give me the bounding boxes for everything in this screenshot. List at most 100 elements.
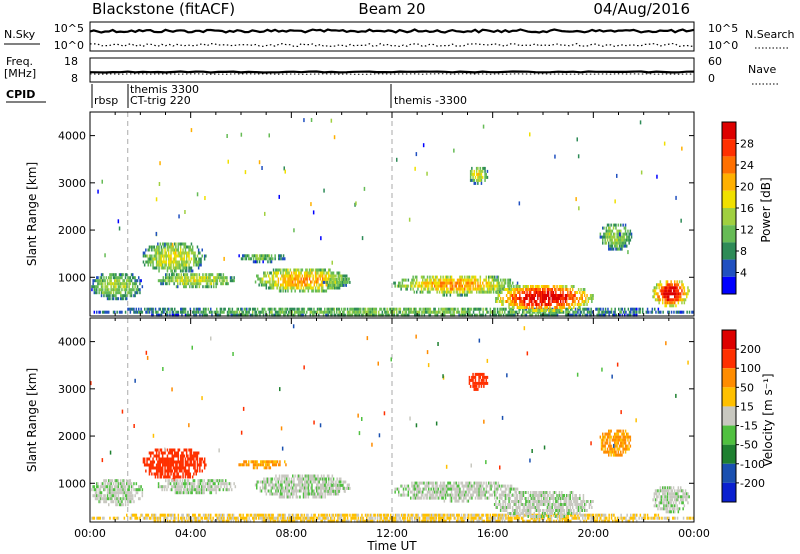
echo-cell — [339, 313, 342, 317]
echo-cell — [157, 313, 159, 317]
echo-cell — [282, 310, 284, 314]
echo-cell — [534, 303, 537, 306]
echo-cell — [302, 286, 305, 290]
echo-cell — [621, 238, 623, 242]
echo-cell — [148, 307, 151, 311]
echo-cell — [128, 291, 130, 295]
echo-cell — [134, 276, 136, 280]
echo-cell — [135, 310, 138, 314]
echo-cell — [152, 516, 154, 520]
echo-cell — [164, 245, 166, 249]
echo-cell — [338, 271, 341, 275]
echo-cell — [295, 310, 297, 314]
echo-cell — [361, 516, 363, 520]
echo-cell — [446, 284, 448, 288]
echo-cell — [633, 310, 636, 314]
echo-cell — [93, 310, 96, 314]
echo-cell — [399, 281, 401, 285]
echo-cell — [581, 297, 583, 300]
echo-cell — [280, 289, 282, 293]
echo-cell — [682, 298, 684, 302]
echo-cell — [580, 288, 582, 291]
echo-cell — [567, 288, 569, 291]
echo-cell — [124, 285, 127, 289]
echo-cell — [518, 513, 520, 517]
echo-cell — [472, 287, 474, 291]
echo-cell — [331, 313, 333, 317]
echo-cell — [437, 287, 440, 291]
echo-cell — [508, 291, 510, 294]
echo-cell — [615, 313, 618, 317]
echo-cell — [196, 519, 199, 523]
echo-cell — [174, 479, 177, 483]
echo-cell — [164, 460, 166, 464]
echo-cell — [296, 286, 299, 290]
echo-cell — [228, 519, 230, 523]
echo-cell — [509, 291, 511, 294]
echo-cell — [283, 513, 285, 517]
echo-cell — [146, 513, 148, 517]
echo-cell — [158, 260, 160, 264]
echo-cell — [493, 310, 495, 314]
echo-cell — [171, 463, 173, 467]
echo-cell — [290, 307, 292, 311]
echo-cell — [96, 276, 98, 280]
echo-cell — [222, 310, 224, 314]
echo-cell — [582, 313, 584, 317]
echo-cell — [149, 451, 152, 455]
echo-cell — [165, 457, 167, 461]
echo-cell — [602, 226, 604, 230]
echo-cell — [130, 279, 133, 283]
echo-cell — [599, 232, 602, 236]
echo-cell — [118, 282, 121, 286]
echo-cell — [204, 279, 207, 283]
echo-cell — [130, 516, 133, 520]
echo-cell — [202, 513, 205, 517]
echo-cell — [293, 277, 295, 281]
echo-cell — [592, 297, 594, 300]
echo-cell — [473, 181, 475, 185]
echo-cell — [177, 479, 179, 483]
echo-cell — [166, 488, 168, 492]
echo-cell — [216, 519, 218, 523]
echo-cell — [172, 273, 174, 277]
echo-cell — [92, 279, 94, 283]
echo-cell — [337, 280, 339, 284]
echo-cell — [202, 273, 204, 277]
echo-cell — [411, 278, 413, 282]
echo-cell — [576, 310, 578, 314]
echo-cell — [218, 516, 220, 520]
echo-cell — [487, 513, 489, 517]
echo-cell — [424, 281, 426, 285]
echo-cell — [184, 279, 186, 283]
echo-cell — [638, 516, 640, 520]
echo-cell — [674, 280, 676, 284]
echo-cell — [160, 251, 163, 255]
echo-cell — [109, 485, 111, 489]
echo-cell — [370, 516, 373, 520]
echo-cell — [321, 519, 324, 523]
echo-cell — [590, 513, 592, 517]
echo-cell — [463, 307, 465, 311]
echo-cell — [522, 303, 525, 306]
echo-cell — [175, 248, 177, 252]
echo-cell — [591, 294, 593, 297]
echo-cell — [122, 279, 124, 283]
echo-cell — [557, 309, 559, 312]
echo-cell — [117, 482, 120, 486]
echo-cell — [118, 273, 121, 277]
echo-cell — [104, 285, 106, 289]
echo-cell — [94, 497, 97, 501]
echo-cell — [572, 310, 574, 314]
echo-cell — [332, 286, 335, 290]
echo-cell — [450, 287, 453, 291]
echo-cell — [437, 278, 440, 282]
echo-cell — [160, 466, 163, 470]
echo-cell — [472, 284, 474, 288]
echo-cell — [163, 307, 165, 311]
echo-cell — [446, 293, 448, 297]
echo-cell — [396, 157, 398, 162]
echo-cell — [567, 291, 569, 294]
echo-cell — [300, 313, 302, 317]
echo-cell — [523, 310, 525, 314]
